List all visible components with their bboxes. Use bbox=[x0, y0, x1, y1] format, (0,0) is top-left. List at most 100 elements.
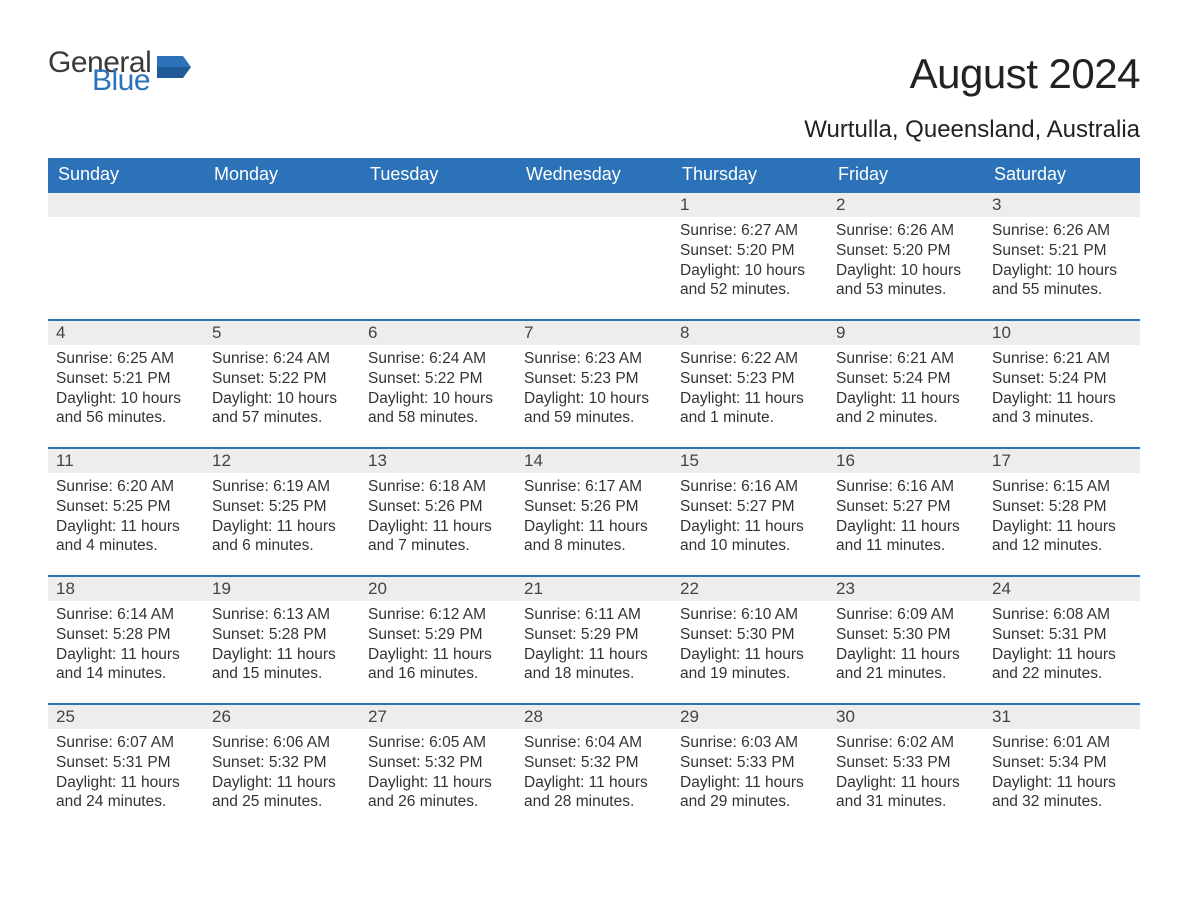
sunrise: Sunrise: 6:10 AM bbox=[680, 605, 820, 625]
sunrise-value: 6:19 AM bbox=[273, 478, 330, 495]
day-details: Sunrise: 6:04 AMSunset: 5:32 PMDaylight:… bbox=[516, 729, 672, 820]
sunset-label: Sunset: bbox=[680, 754, 737, 771]
sunrise-value: 6:13 AM bbox=[273, 606, 330, 623]
calendar-day-cell: 14Sunrise: 6:17 AMSunset: 5:26 PMDayligh… bbox=[516, 448, 672, 576]
weekday-header: Saturday bbox=[984, 158, 1140, 192]
sunrise: Sunrise: 6:17 AM bbox=[524, 477, 664, 497]
daylight: Daylight: 11 hours and 28 minutes. bbox=[524, 773, 664, 813]
sunset-label: Sunset: bbox=[368, 370, 425, 387]
calendar-empty-cell bbox=[516, 192, 672, 320]
sunrise-value: 6:02 AM bbox=[897, 734, 954, 751]
sunrise-label: Sunrise: bbox=[680, 350, 741, 367]
sunrise-label: Sunrise: bbox=[992, 478, 1053, 495]
sunset-value: 5:22 PM bbox=[269, 370, 327, 387]
day-number: 15 bbox=[672, 449, 828, 473]
weekday-header: Sunday bbox=[48, 158, 204, 192]
calendar-day-cell: 10Sunrise: 6:21 AMSunset: 5:24 PMDayligh… bbox=[984, 320, 1140, 448]
brand-logo: General Blue bbox=[48, 50, 191, 101]
sunset-label: Sunset: bbox=[836, 754, 893, 771]
daylight: Daylight: 11 hours and 7 minutes. bbox=[368, 517, 508, 557]
daylight-label: Daylight: bbox=[836, 262, 901, 279]
daylight: Daylight: 11 hours and 10 minutes. bbox=[680, 517, 820, 557]
daylight-label: Daylight: bbox=[992, 390, 1057, 407]
daylight-label: Daylight: bbox=[680, 646, 745, 663]
daylight: Daylight: 11 hours and 2 minutes. bbox=[836, 389, 976, 429]
sunset: Sunset: 5:29 PM bbox=[524, 625, 664, 645]
day-details: Sunrise: 6:10 AMSunset: 5:30 PMDaylight:… bbox=[672, 601, 828, 692]
sunrise-label: Sunrise: bbox=[680, 478, 741, 495]
sunset: Sunset: 5:33 PM bbox=[836, 753, 976, 773]
sunset: Sunset: 5:26 PM bbox=[524, 497, 664, 517]
sunset-label: Sunset: bbox=[524, 370, 581, 387]
sunset: Sunset: 5:33 PM bbox=[680, 753, 820, 773]
sunrise: Sunrise: 6:26 AM bbox=[836, 221, 976, 241]
sunrise-label: Sunrise: bbox=[56, 606, 117, 623]
calendar-day-cell: 11Sunrise: 6:20 AMSunset: 5:25 PMDayligh… bbox=[48, 448, 204, 576]
sunset-label: Sunset: bbox=[836, 242, 893, 259]
sunrise-value: 6:06 AM bbox=[273, 734, 330, 751]
day-details: Sunrise: 6:16 AMSunset: 5:27 PMDaylight:… bbox=[672, 473, 828, 564]
header: General Blue August 2024 Wurtulla, Queen… bbox=[48, 50, 1140, 144]
sunrise-label: Sunrise: bbox=[56, 734, 117, 751]
month-title: August 2024 bbox=[804, 50, 1140, 98]
sunrise-value: 6:10 AM bbox=[741, 606, 798, 623]
daylight: Daylight: 10 hours and 53 minutes. bbox=[836, 261, 976, 301]
day-details: Sunrise: 6:24 AMSunset: 5:22 PMDaylight:… bbox=[360, 345, 516, 436]
calendar-week-row: 4Sunrise: 6:25 AMSunset: 5:21 PMDaylight… bbox=[48, 320, 1140, 448]
calendar-day-cell: 15Sunrise: 6:16 AMSunset: 5:27 PMDayligh… bbox=[672, 448, 828, 576]
day-number: 10 bbox=[984, 321, 1140, 345]
sunset: Sunset: 5:31 PM bbox=[56, 753, 196, 773]
day-number-strip bbox=[516, 193, 672, 217]
daylight: Daylight: 11 hours and 24 minutes. bbox=[56, 773, 196, 813]
daylight-label: Daylight: bbox=[56, 774, 121, 791]
daylight: Daylight: 11 hours and 15 minutes. bbox=[212, 645, 352, 685]
day-number: 6 bbox=[360, 321, 516, 345]
calendar-day-cell: 5Sunrise: 6:24 AMSunset: 5:22 PMDaylight… bbox=[204, 320, 360, 448]
day-number: 30 bbox=[828, 705, 984, 729]
calendar-day-cell: 2Sunrise: 6:26 AMSunset: 5:20 PMDaylight… bbox=[828, 192, 984, 320]
daylight-label: Daylight: bbox=[212, 646, 277, 663]
daylight: Daylight: 10 hours and 57 minutes. bbox=[212, 389, 352, 429]
sunset: Sunset: 5:30 PM bbox=[836, 625, 976, 645]
sunset-value: 5:32 PM bbox=[269, 754, 327, 771]
sunset: Sunset: 5:21 PM bbox=[56, 369, 196, 389]
sunset-value: 5:30 PM bbox=[893, 626, 951, 643]
sunset-value: 5:23 PM bbox=[581, 370, 639, 387]
sunset-label: Sunset: bbox=[680, 370, 737, 387]
sunset: Sunset: 5:23 PM bbox=[680, 369, 820, 389]
day-details: Sunrise: 6:21 AMSunset: 5:24 PMDaylight:… bbox=[984, 345, 1140, 436]
daylight-label: Daylight: bbox=[368, 646, 433, 663]
calendar-week-row: 11Sunrise: 6:20 AMSunset: 5:25 PMDayligh… bbox=[48, 448, 1140, 576]
day-details: Sunrise: 6:25 AMSunset: 5:21 PMDaylight:… bbox=[48, 345, 204, 436]
sunrise: Sunrise: 6:19 AM bbox=[212, 477, 352, 497]
calendar-day-cell: 30Sunrise: 6:02 AMSunset: 5:33 PMDayligh… bbox=[828, 704, 984, 832]
daylight-label: Daylight: bbox=[368, 390, 433, 407]
day-number: 14 bbox=[516, 449, 672, 473]
daylight-label: Daylight: bbox=[992, 646, 1057, 663]
sunrise-label: Sunrise: bbox=[524, 350, 585, 367]
day-details: Sunrise: 6:05 AMSunset: 5:32 PMDaylight:… bbox=[360, 729, 516, 820]
sunrise-label: Sunrise: bbox=[524, 606, 585, 623]
calendar-day-cell: 22Sunrise: 6:10 AMSunset: 5:30 PMDayligh… bbox=[672, 576, 828, 704]
sunset: Sunset: 5:28 PM bbox=[56, 625, 196, 645]
sunset: Sunset: 5:20 PM bbox=[836, 241, 976, 261]
daylight: Daylight: 11 hours and 31 minutes. bbox=[836, 773, 976, 813]
sunrise: Sunrise: 6:01 AM bbox=[992, 733, 1132, 753]
sunrise-label: Sunrise: bbox=[836, 222, 897, 239]
sunset: Sunset: 5:22 PM bbox=[368, 369, 508, 389]
calendar-table: SundayMondayTuesdayWednesdayThursdayFrid… bbox=[48, 158, 1140, 832]
sunset-label: Sunset: bbox=[992, 498, 1049, 515]
calendar-empty-cell bbox=[204, 192, 360, 320]
sunset: Sunset: 5:23 PM bbox=[524, 369, 664, 389]
daylight-label: Daylight: bbox=[992, 774, 1057, 791]
day-number: 20 bbox=[360, 577, 516, 601]
sunset-value: 5:27 PM bbox=[737, 498, 795, 515]
sunrise-label: Sunrise: bbox=[212, 606, 273, 623]
sunset-value: 5:28 PM bbox=[1049, 498, 1107, 515]
day-number: 13 bbox=[360, 449, 516, 473]
sunrise: Sunrise: 6:04 AM bbox=[524, 733, 664, 753]
calendar-day-cell: 31Sunrise: 6:01 AMSunset: 5:34 PMDayligh… bbox=[984, 704, 1140, 832]
daylight: Daylight: 10 hours and 52 minutes. bbox=[680, 261, 820, 301]
day-number: 22 bbox=[672, 577, 828, 601]
location: Wurtulla, Queensland, Australia bbox=[804, 116, 1140, 144]
